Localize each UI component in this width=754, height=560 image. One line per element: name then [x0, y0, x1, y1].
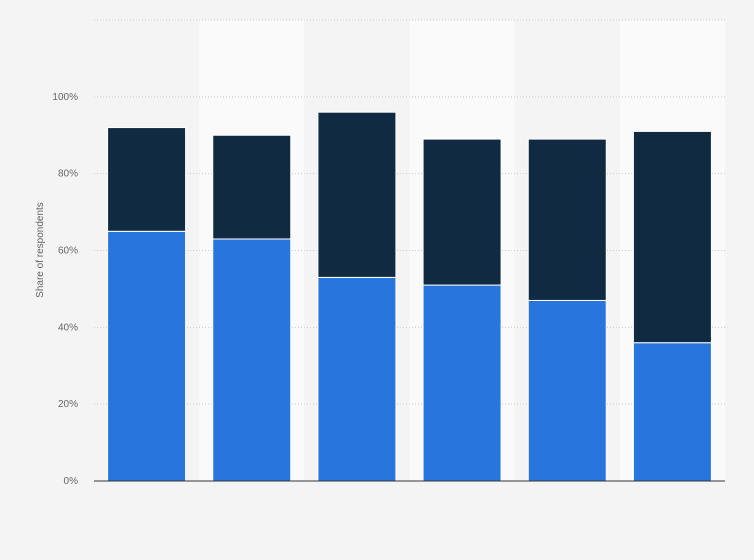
- bar-series1-6[interactable]: [632, 342, 712, 482]
- bar-series2-6[interactable]: [632, 130, 712, 344]
- bar-series2-5[interactable]: [527, 138, 607, 301]
- bar-series1-4[interactable]: [422, 284, 502, 482]
- y-axis-title: Share of respondents: [35, 202, 46, 298]
- y-tick-label-0: 0%: [64, 476, 79, 487]
- bar-series1-3[interactable]: [317, 276, 397, 482]
- y-tick-label-20: 20%: [58, 399, 78, 410]
- y-tick-label-100: 100%: [52, 92, 78, 103]
- bar-series2-4[interactable]: [422, 138, 502, 286]
- y-axis-ticks: 0% 20% 40% 60% 80% 100%: [52, 92, 78, 487]
- bar-series1-1[interactable]: [107, 230, 187, 482]
- y-tick-label-60: 60%: [58, 246, 78, 257]
- bar-series2-1[interactable]: [107, 127, 187, 232]
- gridlines: [94, 19, 725, 405]
- y-tick-label-40: 40%: [58, 322, 78, 333]
- bars: [107, 111, 712, 482]
- bar-series1-2[interactable]: [212, 238, 292, 482]
- bar-series2-2[interactable]: [212, 134, 292, 240]
- y-tick-label-80: 80%: [58, 169, 78, 180]
- bar-series1-5[interactable]: [527, 299, 607, 482]
- bar-series2-3[interactable]: [317, 111, 397, 278]
